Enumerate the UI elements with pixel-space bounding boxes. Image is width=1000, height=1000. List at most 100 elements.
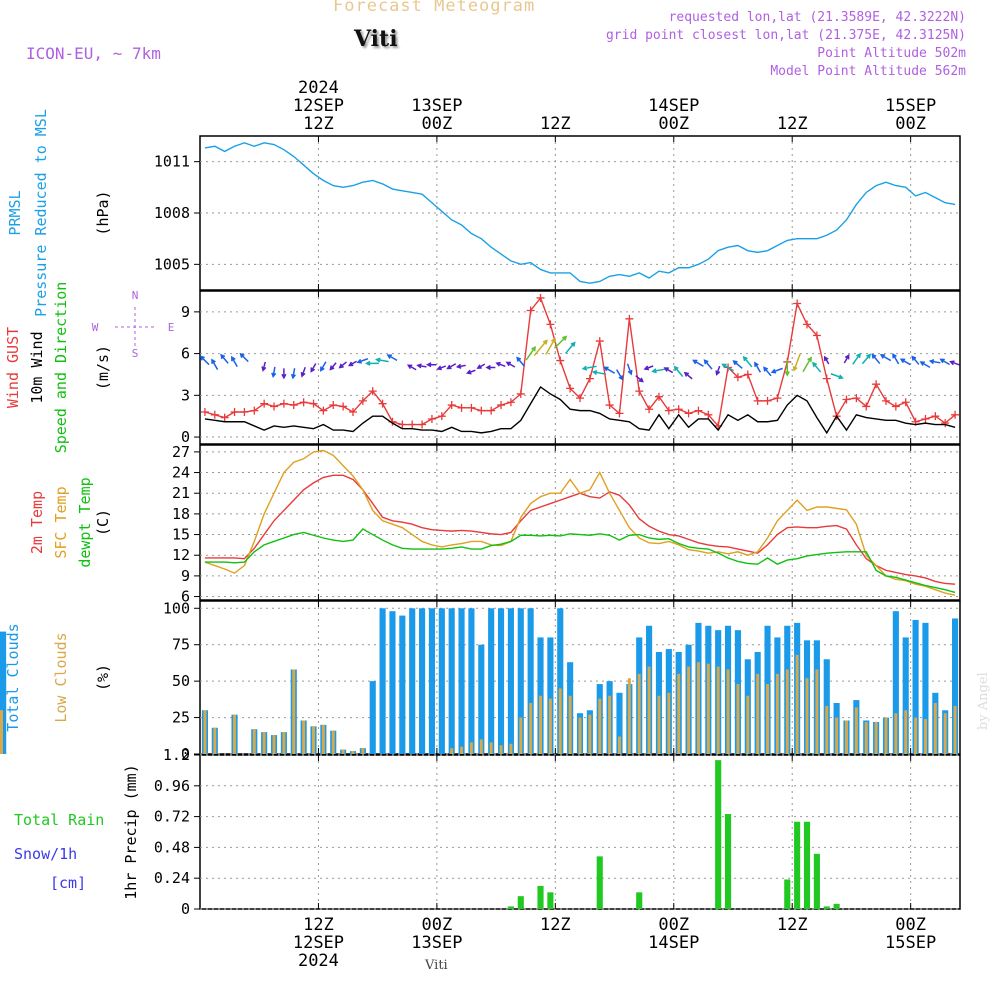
- time-label-top: 12Z: [540, 114, 571, 134]
- gust-marker: [368, 387, 377, 396]
- wind-arrow: [300, 366, 306, 378]
- wind-arrow: [939, 358, 950, 366]
- gust-marker: [753, 396, 762, 405]
- time-label-top: 12Z: [303, 114, 334, 134]
- y-tick-label: 75: [172, 636, 190, 654]
- rain-bar: [803, 821, 811, 909]
- wind-arrow: [871, 353, 881, 365]
- time-label-top: 00Z: [895, 114, 926, 134]
- low-cloud-bar: [696, 662, 700, 754]
- low-cloud-bar: [203, 710, 207, 754]
- wind-arrow: [338, 361, 347, 369]
- wind-arrow: [199, 355, 210, 366]
- wind-arrow: [861, 353, 872, 365]
- gust-marker: [210, 410, 219, 419]
- gust-marker: [487, 406, 496, 415]
- gust-marker: [694, 406, 703, 415]
- gust-marker: [260, 399, 269, 408]
- wind-arrow: [505, 361, 516, 368]
- low-cloud-bar: [706, 663, 710, 754]
- gust-marker: [546, 320, 555, 329]
- series-line: [204, 449, 956, 596]
- rain-bar: [724, 814, 732, 909]
- wind-arrow: [231, 355, 238, 368]
- y-tick-label: 21: [172, 484, 190, 502]
- wind-arrow: [455, 363, 466, 369]
- wind-arrow: [852, 352, 861, 365]
- gust-marker: [743, 370, 752, 379]
- low-cloud-bar: [331, 730, 335, 754]
- rain-bar: [547, 892, 554, 909]
- gust-marker: [477, 406, 486, 415]
- total-cloud-bar: [389, 611, 396, 754]
- low-cloud-bar: [272, 735, 276, 754]
- time-label-top: 13SEP: [411, 96, 462, 116]
- gust-marker: [822, 374, 831, 383]
- time-label-top: 15SEP: [885, 96, 936, 116]
- wind-arrow: [329, 362, 337, 371]
- y-axis-label: 1hr Precip (mm): [122, 764, 140, 899]
- rain-bar: [507, 906, 514, 909]
- gust-marker: [625, 314, 634, 323]
- wind-arrow: [375, 357, 389, 363]
- gust-marker: [408, 420, 417, 429]
- y-tick-label: 25: [172, 709, 190, 727]
- series-line: [204, 528, 956, 594]
- gust-marker: [605, 401, 614, 410]
- side-label: Pressure Reduced to MSL: [32, 109, 50, 317]
- total-cloud-bar: [497, 608, 505, 754]
- gust-marker: [645, 405, 654, 414]
- wind-arrow: [533, 339, 548, 357]
- time-label-bottom: 14SEP: [648, 933, 699, 953]
- low-cloud-bar: [460, 746, 464, 754]
- wind-arrow: [347, 360, 357, 367]
- y-tick-label: 1011: [154, 153, 190, 171]
- wind-arrow: [715, 365, 721, 376]
- wind-arrow: [742, 355, 753, 368]
- low-cloud-bar: [608, 695, 612, 754]
- total-cloud-bar: [547, 637, 554, 754]
- total-cloud-bar: [409, 608, 416, 754]
- total-cloud-bar: [952, 618, 959, 754]
- rain-bar: [833, 903, 840, 909]
- low-cloud-bar: [568, 695, 572, 754]
- wind-arrow: [843, 354, 850, 364]
- time-label-bottom: 00Z: [658, 915, 689, 935]
- low-cloud-bar: [726, 669, 730, 754]
- low-cloud-bar: [746, 695, 750, 754]
- gust-marker: [931, 412, 940, 421]
- wind-arrow: [626, 363, 633, 376]
- gust-marker: [250, 406, 259, 415]
- rain-bar: [596, 856, 603, 909]
- y-axis-label: (m/s): [94, 345, 112, 390]
- gust-marker: [595, 337, 604, 346]
- compass-label: W: [92, 321, 99, 334]
- y-tick-label: 9: [181, 303, 190, 321]
- panel-frame-wind: [199, 290, 961, 445]
- wind-arrow: [516, 356, 525, 367]
- compass-label: S: [132, 347, 139, 360]
- low-cloud-bar: [361, 748, 365, 754]
- gust-marker: [200, 408, 209, 417]
- gust-marker: [951, 410, 960, 419]
- wind-arrow: [673, 365, 684, 377]
- low-cloud-bar: [854, 707, 858, 754]
- model-altitude: Model Point Altitude 562m: [770, 64, 966, 79]
- low-cloud-bar: [341, 749, 345, 754]
- panel-frame-temperature: [199, 444, 961, 601]
- time-label-bottom: 00Z: [422, 915, 453, 935]
- low-cloud-bar: [252, 729, 256, 754]
- low-cloud-bar: [785, 669, 789, 754]
- wind-arrow: [949, 360, 960, 366]
- low-cloud-bar: [835, 717, 839, 754]
- series-line: [204, 296, 956, 428]
- side-label: Total Rain: [14, 811, 104, 829]
- low-cloud-bar: [864, 721, 868, 754]
- low-cloud-bar: [529, 703, 533, 754]
- gust-marker: [220, 413, 229, 422]
- total-cloud-bar: [488, 608, 495, 754]
- low-cloud-bar: [845, 720, 848, 754]
- side-label: Low Clouds: [52, 632, 70, 722]
- total-cloud-bar: [892, 611, 899, 754]
